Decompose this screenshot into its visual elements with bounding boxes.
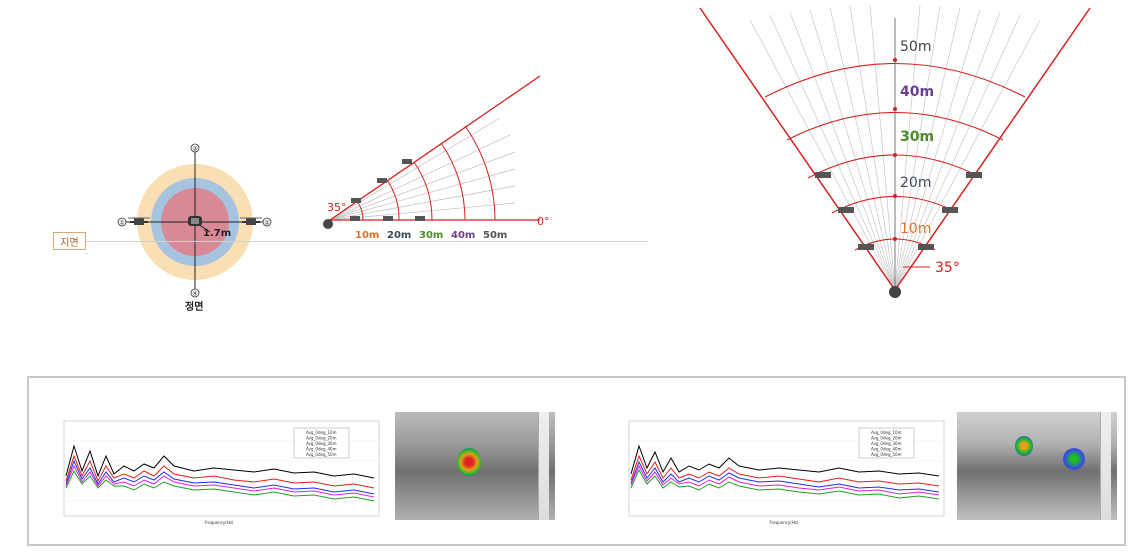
legend-2-1: Avg_0deg_20m — [871, 436, 902, 441]
drone-icon-side — [350, 159, 425, 221]
fan-distance-50m: 50m — [900, 39, 931, 55]
legend-2-2: Avg_0deg_30m — [871, 441, 902, 446]
legend-1-2: Avg_0deg_30m — [306, 441, 337, 446]
spectrum-chart-1: Avg_0deg_10m Avg_0deg_20m Avg_0deg_30m A… — [54, 416, 384, 526]
legend-2-3: Avg_0deg_40m — [871, 447, 902, 452]
fan-sensor-icon — [889, 286, 901, 298]
side-view-diagram: 35° 0° 10m 20m 30m 40m 50m — [315, 70, 565, 245]
side-distance-10m: 10m — [355, 230, 379, 241]
side-distance-40m: 40m — [451, 230, 475, 241]
legend-1-3: Avg_0deg_40m — [306, 447, 337, 452]
xlabel-2: Frequency(Hz) — [770, 520, 799, 525]
fan-distance-40m: 40m — [900, 84, 934, 100]
drone-icon-right — [240, 217, 262, 225]
fan-distance-10m: 10m — [900, 221, 931, 237]
drone-icon-fan — [815, 172, 982, 250]
acoustic-camera-image-2 — [957, 412, 1117, 520]
fan-view-diagram: 50m 40m 30m 20m 10m 35° — [690, 0, 1110, 305]
sensor-icon — [323, 219, 333, 229]
fan-distance-30m: 30m — [900, 129, 934, 145]
legend-1-1: Avg_0deg_20m — [306, 436, 337, 441]
marker-1: ① — [119, 220, 124, 227]
zero-angle-label: 0° — [537, 215, 550, 228]
side-distance-30m: 30m — [419, 230, 443, 241]
ground-line — [86, 241, 648, 242]
radius-label: 1.7m — [203, 228, 231, 239]
legend-2-4: Avg_0deg_50m — [871, 452, 902, 457]
legend-1-4: Avg_0deg_50m — [306, 452, 337, 457]
spectrum-chart-2: Avg_0deg_10m Avg_0deg_20m Avg_0deg_30m A… — [619, 416, 949, 526]
xlabel-1: Frequency(Hz) — [205, 520, 234, 525]
drone-icon-center — [188, 216, 202, 226]
side-distance-50m: 50m — [483, 230, 507, 241]
side-angle-label: 35° — [327, 201, 347, 214]
results-panel: Avg_0deg_10m Avg_0deg_20m Avg_0deg_30m A… — [27, 376, 1126, 546]
legend-2-0: Avg_0deg_10m — [871, 430, 902, 435]
top-view-diagram: ③ ① ② ④ 1.7m — [100, 140, 300, 310]
acoustic-camera-image-1 — [395, 412, 555, 520]
front-label: 정면 — [185, 302, 204, 313]
ground-label: 지면 — [53, 232, 86, 250]
fan-angle-label: 35° — [935, 260, 960, 276]
marker-3: ③ — [192, 146, 197, 153]
side-distance-20m: 20m — [387, 230, 411, 241]
marker-2: ② — [264, 220, 270, 227]
fan-distance-20m: 20m — [900, 175, 931, 191]
legend-1-0: Avg_0deg_10m — [306, 430, 337, 435]
drone-icon-left — [128, 217, 150, 225]
marker-4: ④ — [192, 291, 197, 298]
